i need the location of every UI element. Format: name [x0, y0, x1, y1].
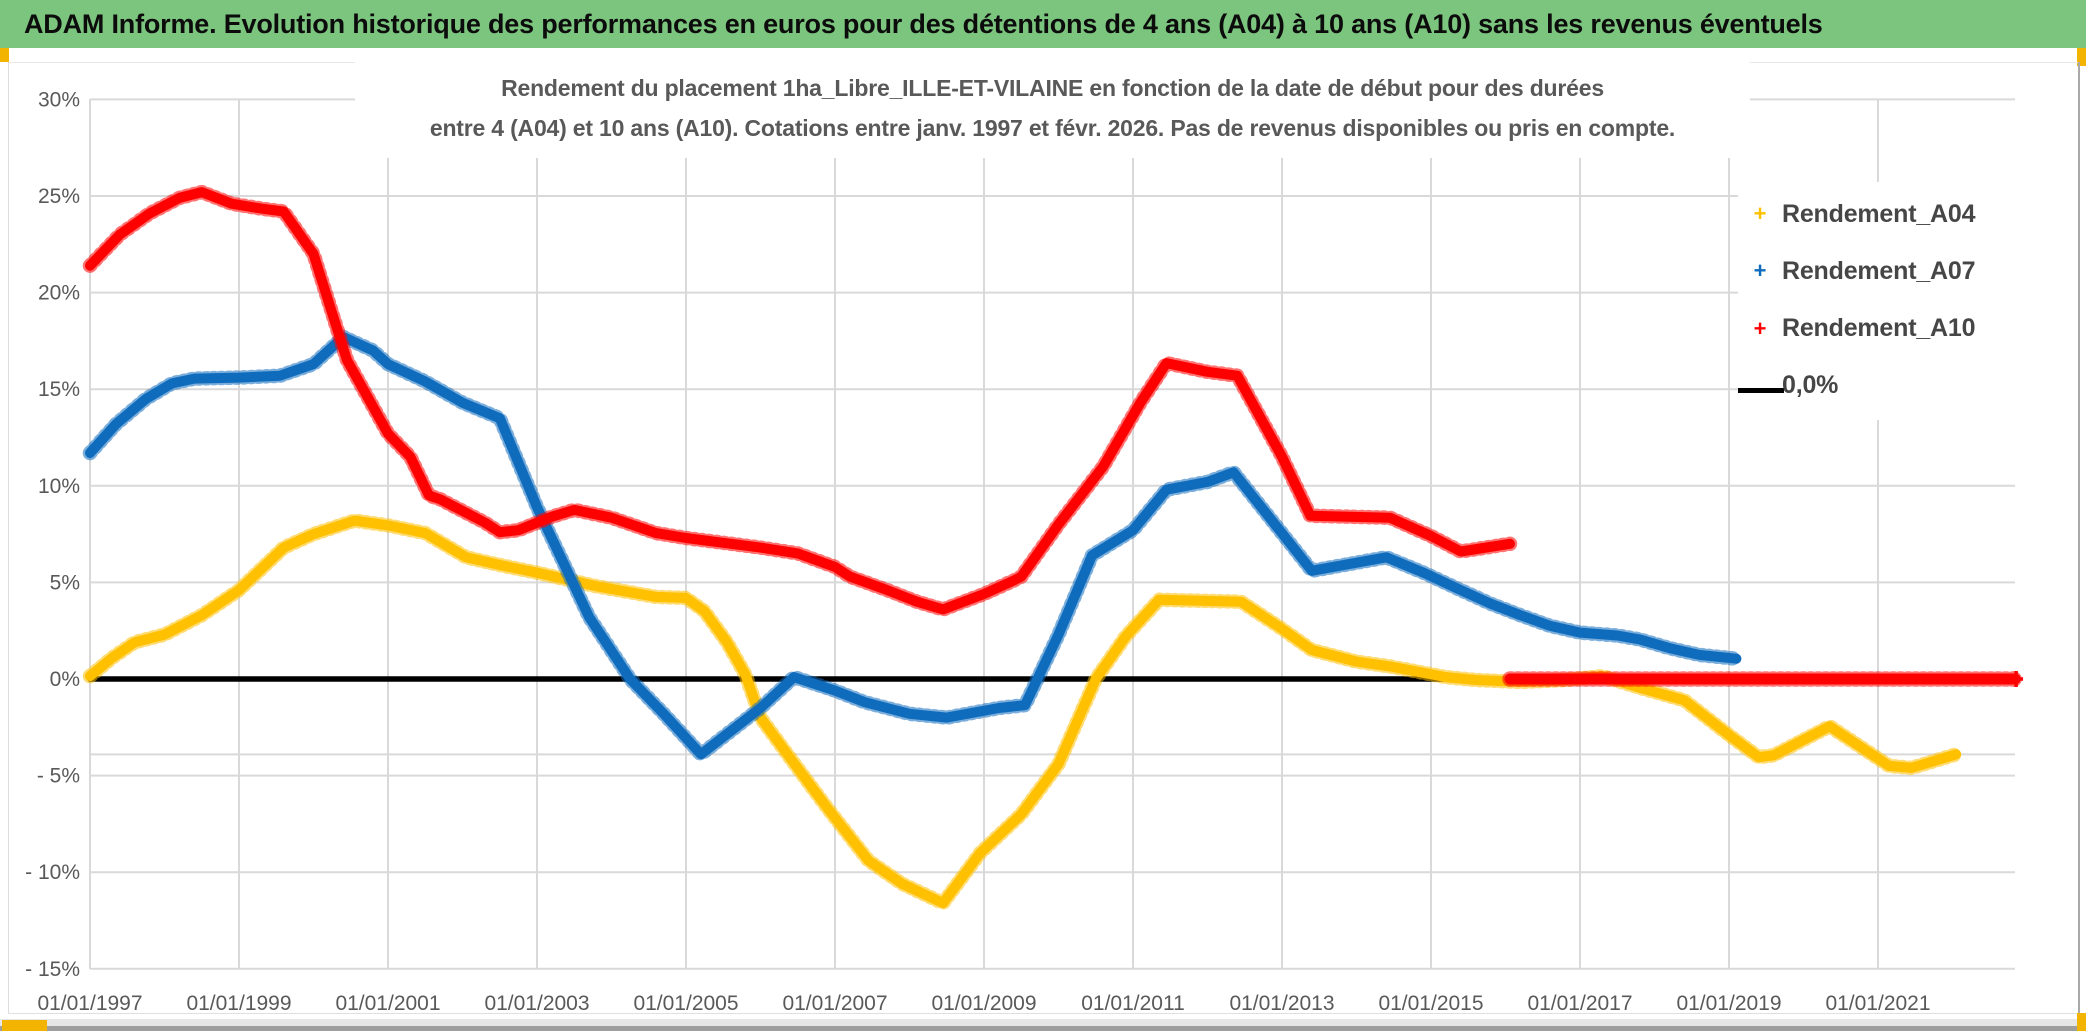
y-axis-tick-label: 20%: [38, 282, 80, 305]
plus-marker-icon: +: [1753, 201, 1767, 226]
y-axis-tick-label: 30%: [38, 88, 80, 111]
y-axis-tick-label: - 5%: [37, 765, 80, 788]
series-rendement-a10: [85, 187, 1515, 615]
x-axis-tick-label: 01/01/2011: [1081, 992, 1185, 1015]
legend-label: 0,0%: [1782, 371, 1839, 400]
chart-title-line2: entre 4 (A04) et 10 ans (A10). Cotations…: [429, 115, 1676, 141]
y-axis-tick-label: 10%: [38, 475, 80, 498]
corner-accent-top-left: [0, 48, 9, 62]
chart-frame-bottom: [8, 1013, 2078, 1014]
x-axis-tick-label: 01/01/1997: [37, 992, 142, 1015]
plus-marker-icon: +: [1753, 315, 1767, 341]
x-axis-tick-label: 01/01/2013: [1229, 992, 1334, 1015]
x-axis-tick-label: 01/01/2005: [633, 992, 738, 1015]
corner-accent-top-right: [2077, 48, 2086, 66]
bottom-strip-shadow: [0, 1026, 2086, 1031]
page-title: ADAM Informe. Evolution historique des p…: [24, 8, 1823, 39]
y-axis-tick-label: 0%: [50, 668, 80, 691]
chart-frame-left: [8, 62, 9, 1013]
chart-frame-right: [2078, 62, 2080, 1013]
chart-legend[interactable]: + Rendement_A04 + Rendement_A07 + Rendem…: [1738, 182, 2070, 420]
chart-title-line1: Rendement du placement 1ha_Libre_ILLE-ET…: [501, 75, 1604, 101]
x-axis-tick-label: 01/01/2019: [1676, 992, 1781, 1015]
x-axis-tick-label: 01/01/1999: [186, 992, 291, 1015]
corner-accent-bottom-right: [2077, 1013, 2086, 1031]
header-bar: ADAM Informe. Evolution historique des p…: [0, 0, 2086, 48]
y-axis-tick-label: - 15%: [25, 958, 80, 981]
x-axis-tick-label: 01/01/2017: [1527, 992, 1632, 1015]
x-axis-tick-label: 01/01/2021: [1825, 992, 1930, 1015]
x-axis-tick-label: 01/01/2015: [1378, 992, 1483, 1015]
y-axis-tick-label: - 10%: [25, 861, 80, 884]
legend-label: Rendement_A07: [1782, 256, 1976, 285]
legend-item-zero-line[interactable]: 0,0%: [1738, 360, 2070, 412]
legend-item-rendement-a07[interactable]: + Rendement_A07: [1738, 245, 2070, 297]
corner-accent-bottom-left: [2, 1020, 47, 1031]
x-axis-tick-label: 01/01/2001: [335, 992, 440, 1015]
x-axis-tick-label: 01/01/2003: [484, 992, 589, 1015]
series-rendement-a07: [85, 332, 1742, 760]
legend-label: Rendement_A04: [1782, 199, 1976, 228]
x-axis-tick-label: 01/01/2007: [782, 992, 887, 1015]
plus-marker-icon: +: [1753, 258, 1767, 284]
bottom-strip: [0, 1019, 2086, 1026]
legend-label: Rendement_A10: [1782, 314, 1976, 343]
zero-line-swatch: [1738, 375, 1784, 397]
x-axis-tick-label: 01/01/2009: [931, 992, 1036, 1015]
legend-item-rendement-a04[interactable]: + Rendement_A04: [1738, 188, 2070, 240]
y-axis-tick-label: 15%: [38, 378, 80, 401]
legend-item-rendement-a10[interactable]: + Rendement_A10: [1738, 303, 2070, 355]
chart-title[interactable]: Rendement du placement 1ha_Libre_ILLE-ET…: [355, 62, 1750, 158]
y-axis-tick-label: 5%: [50, 571, 80, 594]
y-axis-tick-label: 25%: [38, 185, 80, 208]
